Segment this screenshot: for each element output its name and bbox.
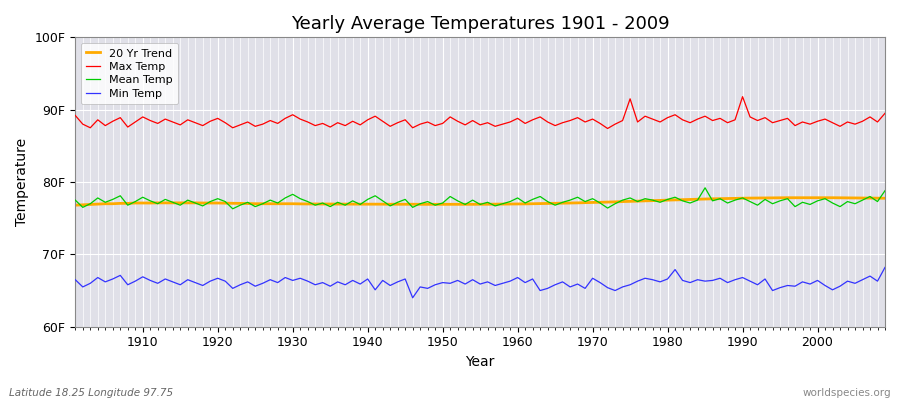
Mean Temp <box>347 198 358 203</box>
Y-axis label: Temperature: Temperature <box>15 138 29 226</box>
20 Yr Trend <box>512 202 523 206</box>
Title: Yearly Average Temperatures 1901 - 2009: Yearly Average Temperatures 1901 - 2009 <box>291 15 670 33</box>
Min Temp <box>609 288 620 293</box>
Mean Temp <box>879 188 890 193</box>
20 Yr Trend <box>295 202 306 206</box>
Min Temp <box>879 265 890 270</box>
X-axis label: Year: Year <box>465 355 495 369</box>
20 Yr Trend <box>879 196 890 201</box>
Mean Temp <box>699 186 710 190</box>
Line: Min Temp: Min Temp <box>76 267 885 298</box>
Line: Max Temp: Max Temp <box>76 97 885 128</box>
Text: Latitude 18.25 Longitude 97.75: Latitude 18.25 Longitude 97.75 <box>9 388 173 398</box>
20 Yr Trend <box>505 202 516 206</box>
Max Temp <box>70 113 81 118</box>
Mean Temp <box>512 196 523 200</box>
Max Temp <box>505 120 516 124</box>
20 Yr Trend <box>70 203 81 208</box>
Mean Temp <box>519 201 530 206</box>
Mean Temp <box>609 201 620 206</box>
Mean Temp <box>228 206 238 211</box>
Max Temp <box>602 126 613 131</box>
Legend: 20 Yr Trend, Max Temp, Mean Temp, Min Temp: 20 Yr Trend, Max Temp, Mean Temp, Min Te… <box>81 43 178 104</box>
Max Temp <box>879 111 890 116</box>
Max Temp <box>130 120 140 124</box>
Min Temp <box>130 279 140 284</box>
Min Temp <box>512 275 523 280</box>
Max Temp <box>609 122 620 126</box>
Line: 20 Yr Trend: 20 Yr Trend <box>76 198 885 205</box>
20 Yr Trend <box>130 201 140 206</box>
20 Yr Trend <box>602 200 613 204</box>
Mean Temp <box>302 199 313 204</box>
Mean Temp <box>130 199 140 204</box>
Max Temp <box>737 94 748 99</box>
20 Yr Trend <box>782 195 793 200</box>
Mean Temp <box>70 198 81 202</box>
Min Temp <box>408 295 418 300</box>
Min Temp <box>519 280 530 285</box>
Max Temp <box>295 117 306 122</box>
Min Temp <box>340 282 351 287</box>
Text: worldspecies.org: worldspecies.org <box>803 388 891 398</box>
Line: Mean Temp: Mean Temp <box>76 188 885 209</box>
Min Temp <box>295 276 306 281</box>
20 Yr Trend <box>340 202 351 206</box>
Max Temp <box>512 116 523 121</box>
Min Temp <box>70 277 81 282</box>
Max Temp <box>340 123 351 128</box>
